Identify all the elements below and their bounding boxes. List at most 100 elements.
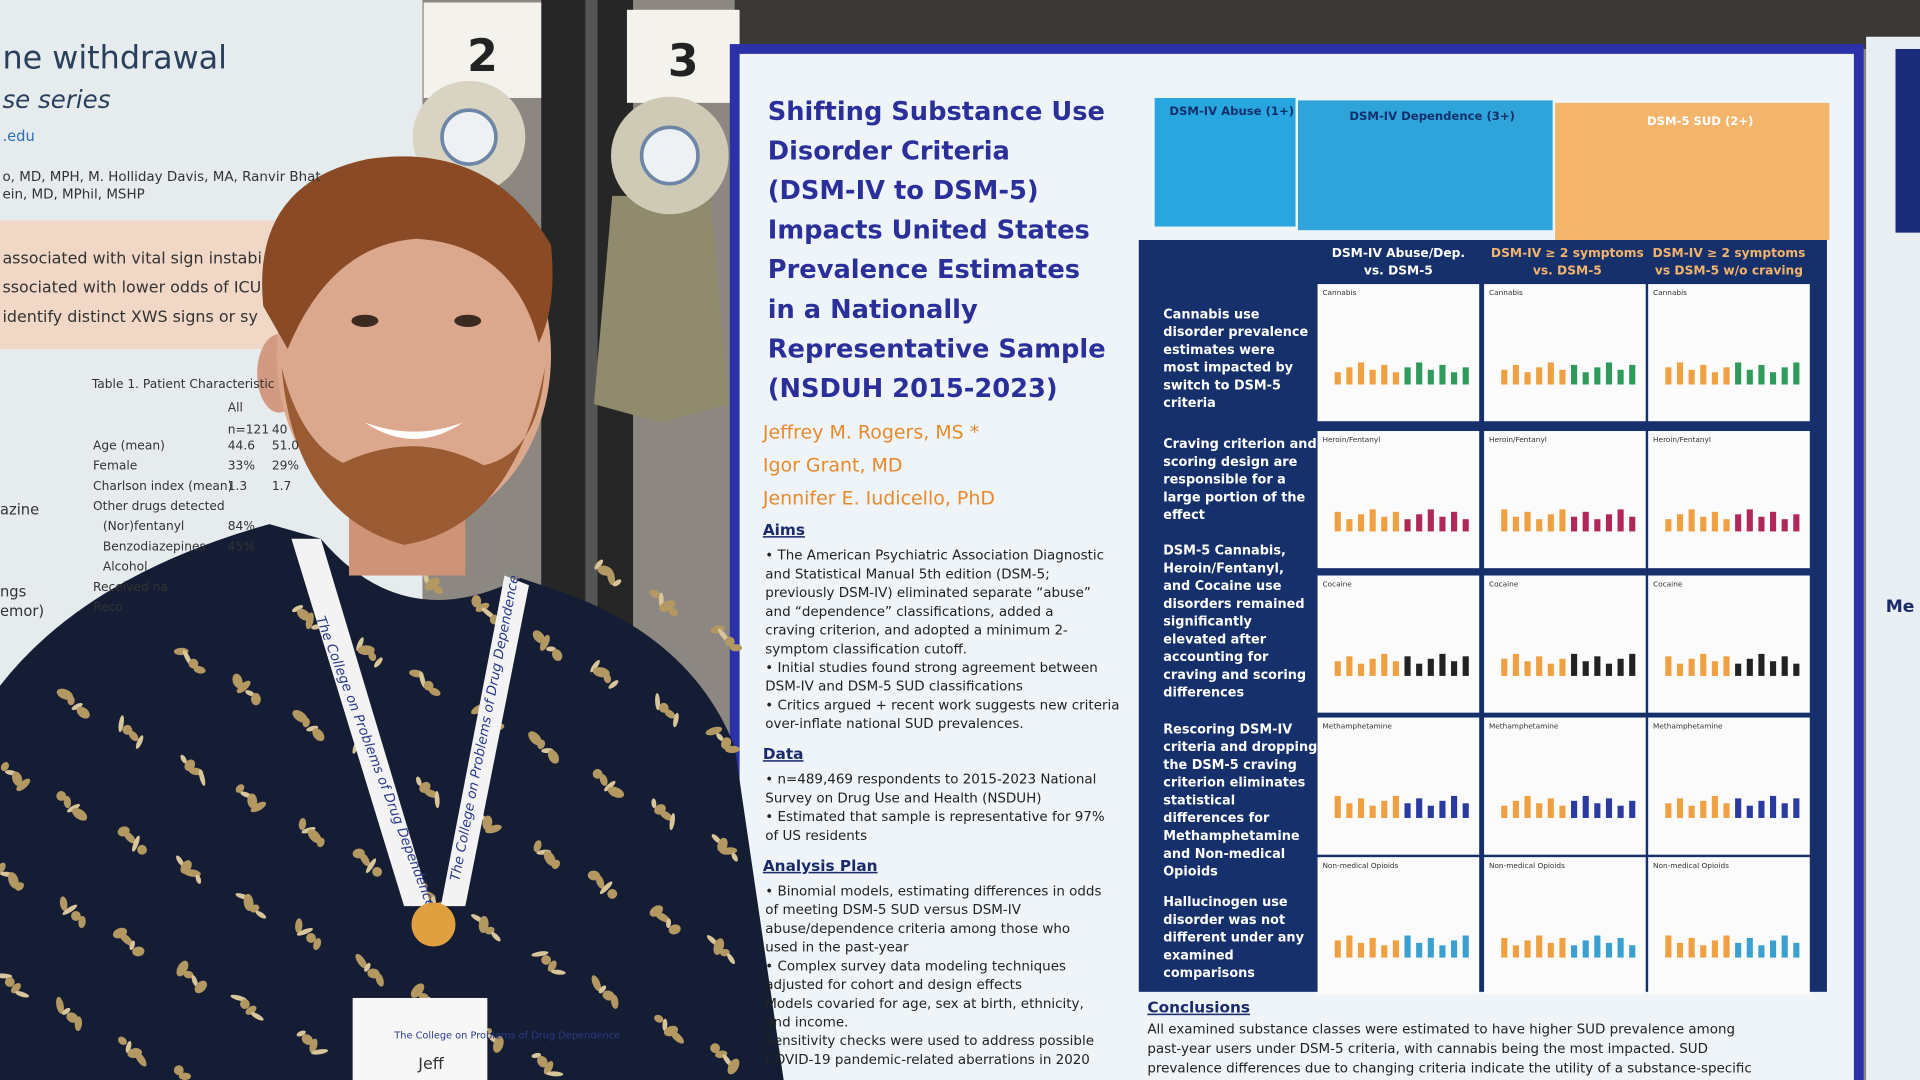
plots: Cannabis Cannabis Cannabis Heroin/Fentanyl H… bbox=[1317, 284, 1810, 995]
plot-glyph bbox=[1357, 362, 1365, 385]
column-header: DSM-IV ≥ 2 symptoms bbox=[1491, 246, 1644, 260]
shirt-spot bbox=[132, 835, 140, 852]
plot-glyph bbox=[1439, 364, 1446, 385]
conclusion-line: prevalence differences due to changing c… bbox=[1147, 1062, 1751, 1077]
placard bbox=[626, 9, 740, 103]
poster-title: Representative Sample bbox=[768, 334, 1106, 364]
finding-line: Cannabis use bbox=[1163, 307, 1260, 322]
plot-glyph bbox=[1676, 942, 1684, 958]
section-line: and income. bbox=[765, 1015, 848, 1030]
shirt-spot bbox=[56, 996, 64, 1014]
plot-glyph bbox=[1711, 940, 1718, 958]
shirt-spot bbox=[651, 798, 657, 809]
section-heading: Conclusions bbox=[1147, 999, 1250, 1017]
shirt-spot bbox=[250, 801, 267, 813]
shirt-spot bbox=[551, 969, 566, 975]
section-line: • Complex survey data modeling technique… bbox=[765, 959, 1066, 974]
shirt-spot bbox=[301, 1034, 313, 1046]
shirt-spot bbox=[305, 612, 314, 630]
shirt-spot bbox=[546, 646, 556, 652]
plot-glyph bbox=[1582, 372, 1589, 385]
plot-glyph bbox=[1723, 935, 1730, 958]
poster-author: Jennifer E. Iudicello, PhD bbox=[762, 487, 995, 509]
shirt-spot bbox=[296, 928, 313, 936]
shirt-spot bbox=[368, 651, 377, 662]
poster-title: (DSM-IV to DSM-5) bbox=[768, 176, 1039, 206]
plot-glyph bbox=[1404, 935, 1411, 958]
left-poster-title: se series bbox=[2, 85, 110, 114]
column-header: vs. DSM-5 bbox=[1364, 263, 1433, 277]
plot-glyph bbox=[1770, 372, 1777, 385]
left-poster-finding: ssociated with lower odds of ICU bbox=[2, 278, 261, 297]
section-line: COVID-19 pandemic-related aberrations in… bbox=[765, 1053, 1090, 1068]
left-poster-email: .edu bbox=[2, 128, 34, 145]
plot-glyph bbox=[1559, 937, 1566, 958]
shirt-spot bbox=[313, 938, 322, 950]
shirt-spot bbox=[727, 1058, 740, 1075]
lanyard bbox=[440, 575, 529, 907]
criteria-header: DSM-IV Abuse (1+) bbox=[1169, 104, 1294, 118]
plot-glyph bbox=[1594, 803, 1601, 818]
shirt-spot bbox=[71, 911, 81, 921]
plot-glyph bbox=[1524, 372, 1531, 385]
shirt-spot bbox=[365, 858, 377, 874]
shirt-spot bbox=[364, 962, 371, 972]
table-cell: Alcohol bbox=[103, 560, 148, 574]
left-poster-finding: associated with vital sign instabi bbox=[2, 248, 261, 267]
placard-number: 3 bbox=[668, 36, 699, 87]
plot-glyph bbox=[1605, 514, 1613, 532]
shirt-spot bbox=[243, 893, 254, 911]
plot-glyph bbox=[1711, 511, 1718, 532]
shirt-spot bbox=[654, 911, 671, 923]
shirt-spot bbox=[543, 850, 556, 867]
plot-title: Methamphetamine bbox=[1322, 722, 1392, 731]
shirt-spot bbox=[537, 1055, 548, 1068]
finding-line: examined bbox=[1163, 948, 1234, 963]
plot-glyph bbox=[1676, 514, 1684, 532]
plot-panel bbox=[1484, 284, 1646, 422]
plot-glyph bbox=[1416, 798, 1423, 818]
plot-glyph bbox=[1559, 805, 1566, 818]
shirt-spot bbox=[721, 737, 732, 750]
shirt-spot bbox=[137, 844, 147, 855]
finding-line: accounting for bbox=[1163, 650, 1269, 665]
shirt-spot bbox=[604, 780, 616, 792]
finding-line: effect bbox=[1163, 508, 1205, 523]
shirt-spot bbox=[74, 1016, 83, 1032]
shirt-spot bbox=[309, 1038, 318, 1053]
shirt-spot bbox=[66, 1012, 79, 1023]
plot-glyph bbox=[1439, 653, 1446, 676]
plot-glyph bbox=[1735, 514, 1742, 532]
shirt-spot bbox=[356, 637, 364, 651]
shirt-spot bbox=[539, 634, 550, 651]
finding-line: DSM-5 Cannabis, bbox=[1163, 544, 1286, 559]
plot-glyph bbox=[1700, 653, 1707, 676]
column-header: vs DSM-5 w/o craving bbox=[1655, 263, 1803, 277]
plot-glyph bbox=[1536, 803, 1543, 818]
shirt-spot bbox=[608, 680, 619, 689]
section-line: Survey on Drug Use and Health (NSDUH) bbox=[765, 791, 1041, 806]
column-header: DSM-IV Abuse/Dep. bbox=[1332, 246, 1465, 260]
shirt-spot bbox=[603, 673, 612, 684]
poster-author: Jeffrey M. Rogers, MS * bbox=[762, 421, 979, 443]
shirt-spot bbox=[655, 693, 661, 711]
plot-glyph bbox=[1404, 656, 1411, 676]
plot-glyph bbox=[1451, 511, 1458, 532]
table-cell: Other drugs detected bbox=[93, 499, 225, 513]
section-line: symptom classification cutoff. bbox=[765, 642, 967, 657]
plot-glyph bbox=[1770, 511, 1777, 532]
shirt-spot bbox=[119, 932, 133, 946]
criteria-cell bbox=[1154, 97, 1296, 227]
plot-glyph bbox=[1700, 945, 1707, 958]
plot-glyph bbox=[1547, 362, 1554, 385]
finding-line: switch to DSM-5 bbox=[1163, 378, 1281, 393]
plot-panel bbox=[1648, 284, 1810, 422]
shirt-spot bbox=[124, 831, 136, 844]
plot-title: Cannabis bbox=[1653, 288, 1687, 297]
shirt-spot bbox=[727, 953, 735, 965]
shirt-spot bbox=[471, 595, 482, 608]
plot-glyph bbox=[1571, 800, 1578, 818]
shirt-spot bbox=[173, 1065, 184, 1076]
shirt-spot bbox=[66, 803, 80, 813]
shirt-spot bbox=[673, 712, 679, 728]
